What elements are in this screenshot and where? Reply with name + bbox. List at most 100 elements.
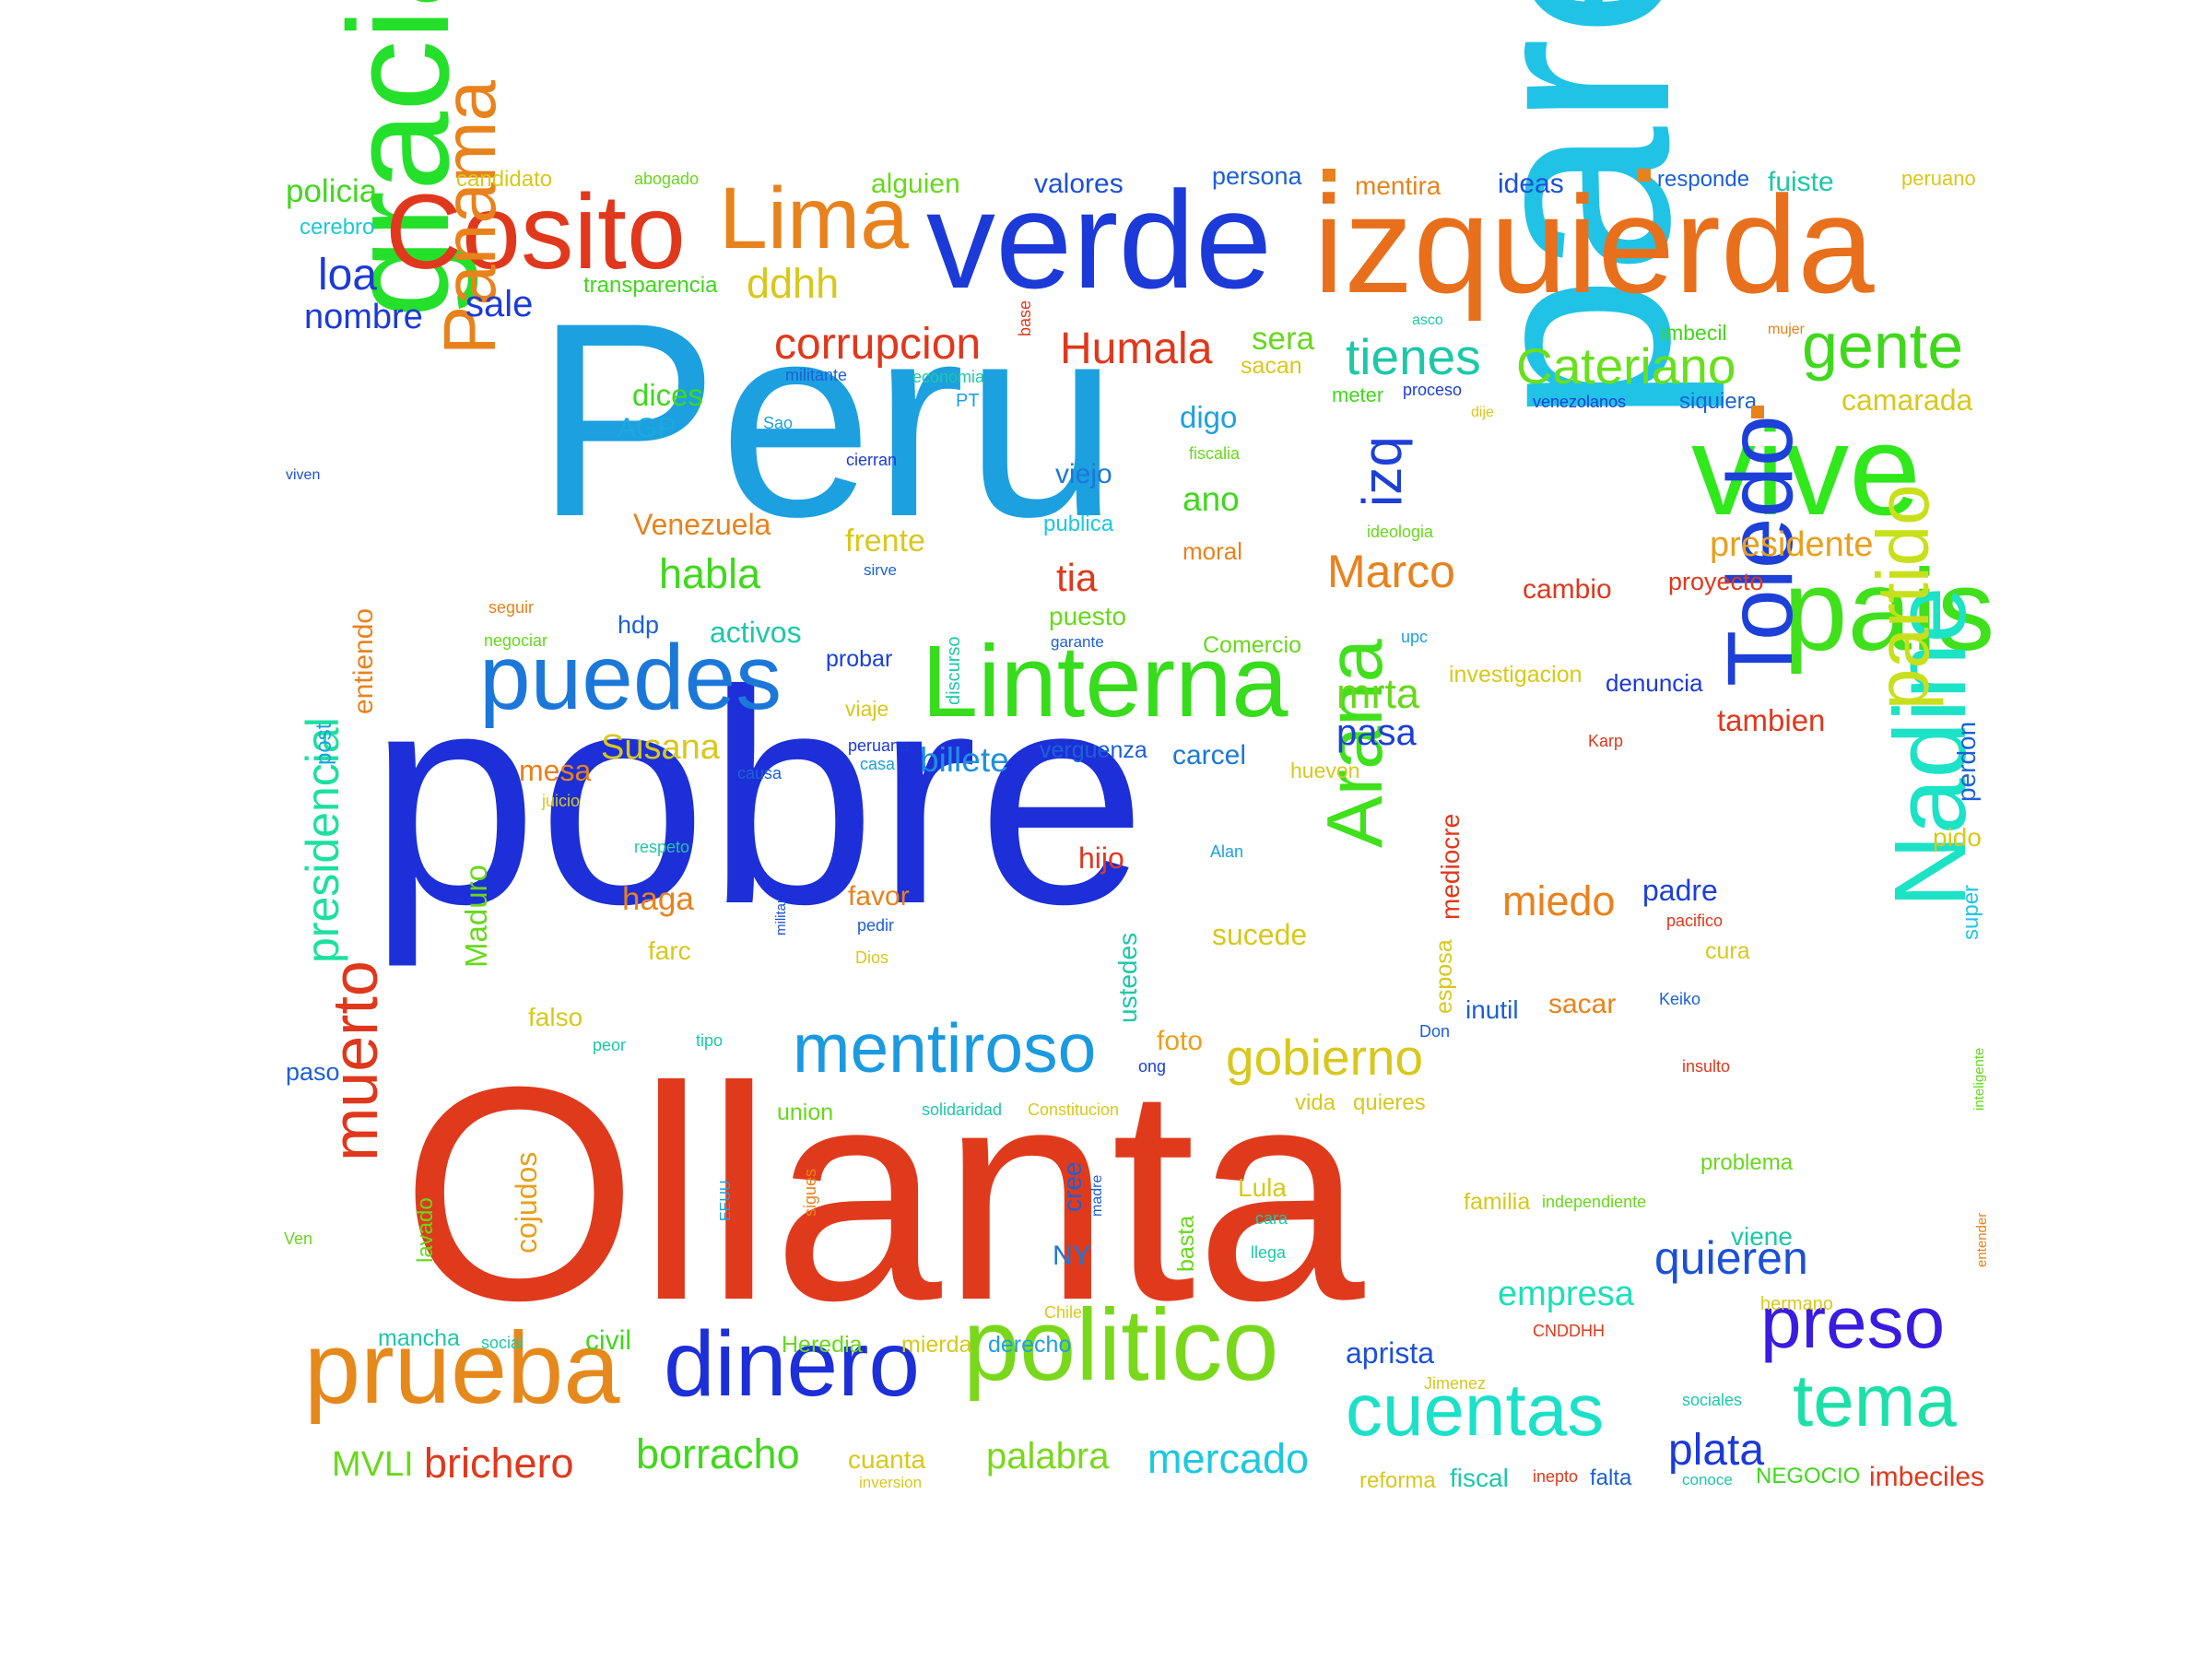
word-causa: causa	[737, 764, 782, 782]
word-aprista: aprista	[1346, 1336, 1435, 1370]
word-ddhh: ddhh	[747, 260, 840, 307]
word-lavado: lavado	[413, 1197, 438, 1263]
word-venezuela: Venezuela	[633, 508, 771, 541]
word-esposa: esposa	[1431, 939, 1457, 1014]
word-policia: policia	[286, 173, 378, 209]
word-denuncia: denuncia	[1606, 669, 1703, 697]
word-hijo: hijo	[1078, 841, 1124, 875]
word-publica: publica	[1043, 512, 1114, 536]
word-agp: AGP	[618, 413, 677, 443]
word-upc: upc	[1401, 628, 1429, 646]
word-proceso: proceso	[1403, 381, 1463, 399]
word-derecho: derecho	[988, 1332, 1072, 1358]
word-seguir: seguir	[488, 598, 535, 617]
word-militante: militante	[785, 366, 848, 384]
word-mediocre: mediocre	[1436, 813, 1465, 920]
word-partido: partido	[1862, 484, 1944, 710]
word-persona: persona	[1212, 162, 1302, 190]
word-mercado: mercado	[1147, 1435, 1310, 1482]
word-alguien: alguien	[871, 169, 960, 199]
word-chile: Chile	[1044, 1303, 1083, 1322]
word-cierran: cierran	[846, 451, 898, 469]
word-sacar: sacar	[1548, 989, 1617, 1019]
word-cambio: cambio	[1523, 574, 1612, 605]
word-pasa: pasa	[1336, 712, 1417, 753]
word-mentiroso: mentiroso	[793, 1009, 1097, 1087]
word-civil: civil	[585, 1325, 631, 1356]
word-foto: foto	[1157, 1026, 1204, 1056]
word-ollanta: Ollanta	[401, 1023, 1365, 1363]
word-loa: loa	[318, 251, 378, 300]
word-fiscalia: fiscalia	[1189, 444, 1241, 463]
word-entender: entender	[1974, 1212, 1990, 1267]
word-keiko: Keiko	[1659, 990, 1701, 1008]
word-viaje: viaje	[845, 697, 889, 721]
word-palabra: palabra	[986, 1436, 1110, 1477]
word-mierda: mierda	[901, 1332, 972, 1358]
square-mark	[1638, 169, 1651, 182]
word-ong: ong	[1138, 1057, 1167, 1076]
word-vida: vida	[1295, 1090, 1336, 1115]
word-pedir: pedir	[857, 916, 895, 935]
word-siquiera: siquiera	[1679, 389, 1758, 414]
word-tema: tema	[1793, 1359, 1957, 1441]
word-madre: madre	[1089, 1174, 1105, 1217]
word-verguenza: verguenza	[1040, 737, 1147, 763]
word-garante: garante	[1051, 633, 1104, 651]
word-inteligente: inteligente	[1971, 1047, 1987, 1111]
word-ideas: ideas	[1498, 169, 1564, 199]
word-pacifico: pacifico	[1666, 912, 1724, 930]
word-heredia: Heredia	[782, 1332, 863, 1358]
word-peor: peor	[593, 1036, 627, 1054]
word-inepto: inepto	[1533, 1467, 1579, 1486]
word-habla: habla	[659, 550, 761, 597]
word-borracho: borracho	[636, 1430, 800, 1477]
word-super: super	[1959, 884, 1983, 940]
word-transparencia: transparencia	[583, 273, 718, 298]
word-linterna: Linterna	[922, 625, 1288, 738]
word-lima: Lima	[719, 170, 909, 267]
word-miedo: miedo	[1502, 877, 1616, 924]
word-viene: viene	[1731, 1222, 1793, 1251]
word-respeto: respeto	[634, 838, 690, 856]
word-base: base	[1016, 300, 1034, 336]
word-ny: NY	[1053, 1241, 1091, 1271]
word-candidato: candidato	[456, 167, 553, 192]
word-dios: Dios	[855, 948, 889, 967]
word-asco: asco	[1412, 312, 1443, 328]
word-mentira: mentira	[1355, 171, 1441, 200]
word-casa: casa	[860, 755, 896, 773]
word-perdon: perdon	[1952, 721, 1981, 802]
word-plata: plata	[1668, 1426, 1765, 1475]
word-dije: dije	[1471, 405, 1494, 420]
word-dices: dices	[632, 378, 704, 412]
word-prueba: prueba	[304, 1312, 620, 1425]
word-peruano: peruano	[1901, 167, 1976, 190]
word-ideologia: ideologia	[1367, 523, 1434, 541]
word-sucede: sucede	[1212, 918, 1308, 951]
word-dinero: dinero	[664, 1312, 920, 1416]
word-ano: ano	[1182, 480, 1240, 518]
word-falso: falso	[528, 1003, 583, 1031]
word-cuanta: cuanta	[848, 1445, 926, 1474]
word-inutil: inutil	[1465, 995, 1519, 1024]
word-cara: cara	[1255, 1209, 1288, 1228]
word-falta: falta	[1590, 1465, 1632, 1490]
word-huevon: huevon	[1290, 759, 1360, 782]
word-presidente: presidente	[1710, 525, 1874, 564]
word-alan: Alan	[1210, 842, 1244, 861]
word-mrta: mrta	[1336, 670, 1419, 717]
word-tia: tia	[1056, 556, 1098, 599]
word-insulto: insulto	[1682, 1057, 1731, 1076]
word-entiendo: entiendo	[348, 607, 379, 714]
word-cnddhh: CNDDHH	[1533, 1322, 1605, 1340]
word-nombre: nombre	[304, 298, 423, 336]
word-imbecil: imbecil	[1661, 321, 1727, 345]
word-sacan: sacan	[1241, 353, 1302, 379]
word-discurso: discurso	[944, 636, 964, 705]
word-humala: Humala	[1060, 324, 1213, 373]
word-militar: militar	[773, 899, 789, 935]
word-pt: PT	[956, 391, 980, 411]
word-pais: pais	[1783, 547, 1995, 675]
